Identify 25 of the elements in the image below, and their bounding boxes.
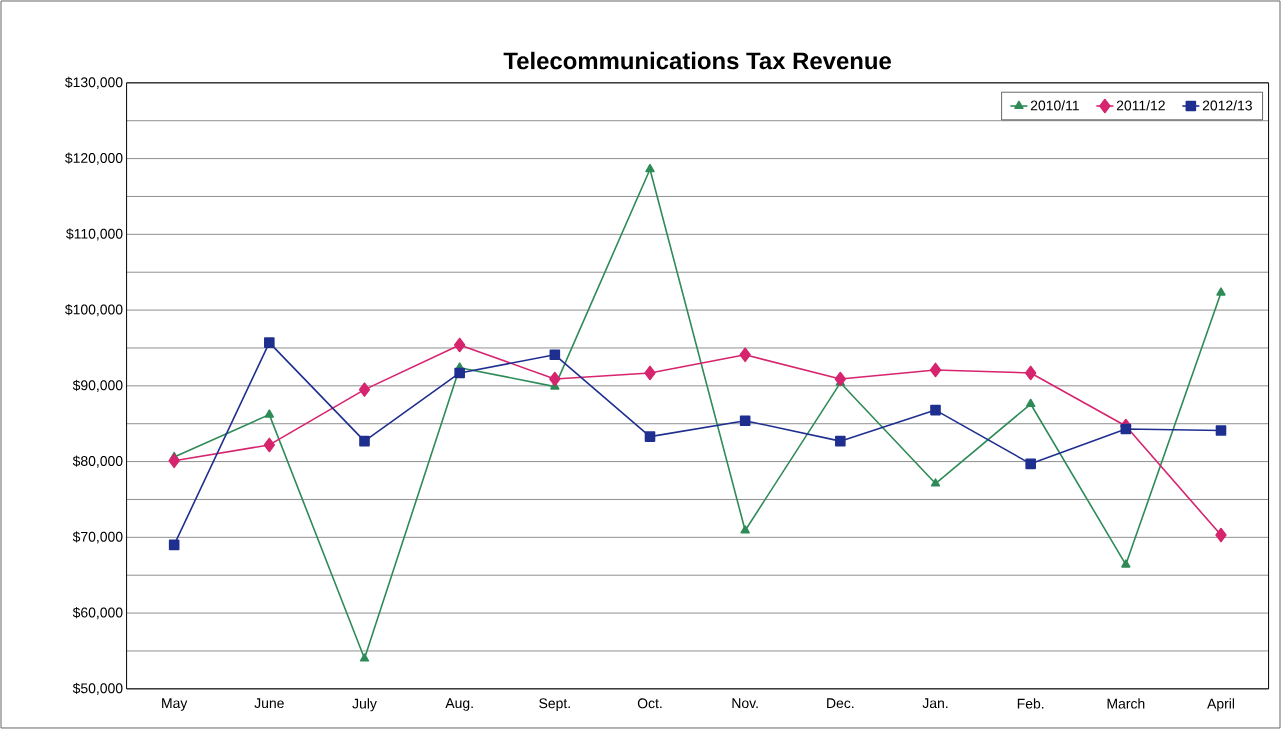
x-tick-label: Sept.: [539, 698, 570, 711]
y-tick-label: $130,000: [65, 76, 123, 89]
x-tick-label: Dec.: [827, 698, 854, 709]
y-tick-label: $60,000: [72, 607, 123, 620]
x-tick-label: Oct.: [637, 698, 662, 709]
x-tick-label: Feb.: [1017, 698, 1044, 709]
x-tick-label: March: [1107, 698, 1145, 709]
y-tick-label: $90,000: [72, 379, 123, 392]
x-tick-label: June: [254, 698, 284, 709]
legend-label: 2011/12: [1116, 100, 1165, 111]
legend-label: 2010/11: [1030, 100, 1079, 111]
y-tick-label: $100,000: [65, 304, 123, 317]
y-tick-label: $50,000: [72, 682, 123, 695]
x-tick-label: Aug.: [445, 698, 473, 711]
y-tick-label: $80,000: [72, 455, 123, 468]
x-tick-label: July: [352, 698, 377, 712]
y-tick-label: $70,000: [72, 531, 123, 544]
y-tick-label: $120,000: [65, 152, 123, 165]
legend-label: 2012/13: [1202, 100, 1252, 111]
x-tick-label: May: [162, 698, 188, 711]
y-tick-label: $110,000: [66, 228, 123, 241]
x-tick-label: Jan.: [922, 698, 948, 709]
x-tick-label: April: [1207, 698, 1235, 712]
x-tick-label: Nov.: [732, 698, 758, 709]
chart-title: Telecommunications Tax Revenue: [503, 51, 891, 70]
